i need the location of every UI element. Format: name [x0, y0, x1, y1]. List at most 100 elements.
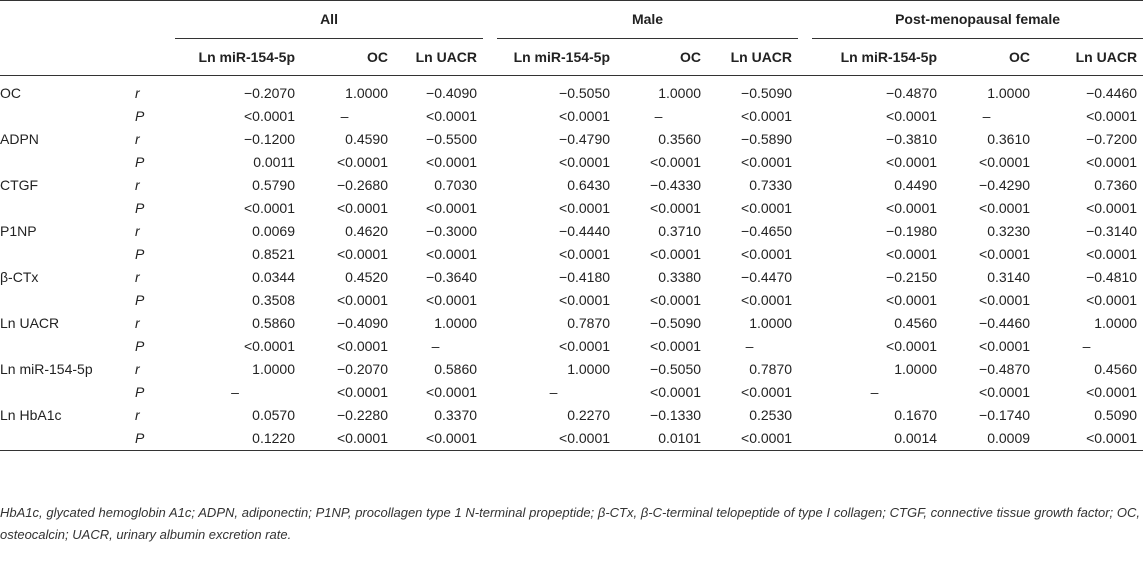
col-header: Ln UACR	[394, 38, 484, 76]
table-row: Ln miR-154-5p r 1.0000 −0.2070 0.5860 1.0000 −…	[0, 358, 1143, 381]
table-row: OC r −0.2070 1.0000 −0.4090 −0.5050 1.0000 −0.5…	[0, 76, 1143, 106]
variable-label	[0, 335, 135, 358]
value-cell: 0.3710	[658, 223, 702, 239]
table-body: OC r −0.2070 1.0000 −0.4090 −0.5050 1.0000 −0.5…	[0, 76, 1143, 451]
value-cell: −0.2280	[337, 407, 388, 423]
value-cell: 0.3370	[434, 407, 478, 423]
col-header: Ln miR-154-5p	[497, 38, 617, 76]
value-cell: −0.3000	[426, 223, 478, 239]
value-cell: –	[549, 384, 558, 400]
value-cell: <0.0001	[426, 200, 478, 216]
value-cell: −0.2070	[337, 361, 388, 377]
value-cell: 0.1220	[175, 427, 301, 451]
value-cell: −0.4810	[1086, 269, 1138, 285]
value-cell: <0.0001	[741, 154, 793, 170]
value-cell: −0.5500	[426, 131, 478, 147]
value-cell: <0.0001	[979, 384, 1031, 400]
value-cell: −0.4460	[1086, 85, 1138, 101]
value-cell: <0.0001	[886, 200, 938, 216]
table-row: β-CTx r 0.0344 0.4520 −0.3640 −0.4180 0.3380 −0…	[0, 266, 1143, 289]
value-cell: 0.3140	[987, 269, 1031, 285]
table-row: P <0.0001 – <0.0001 <0.0001 – <0.0001 <0.0001 – <…	[0, 105, 1143, 128]
value-cell: −0.3640	[426, 269, 478, 285]
value-cell: <0.0001	[244, 200, 295, 216]
value-cell: −0.4870	[979, 361, 1031, 377]
value-cell: <0.0001	[1086, 200, 1138, 216]
column-gap	[798, 427, 813, 451]
column-gap	[483, 76, 497, 106]
value-cell: <0.0001	[886, 108, 938, 124]
column-gap	[798, 404, 812, 427]
col-header: OC	[301, 38, 394, 76]
variable-label: ADPN	[0, 131, 39, 147]
value-cell: <0.0001	[650, 246, 702, 262]
variable-label	[0, 243, 135, 266]
value-cell: <0.0001	[1086, 384, 1138, 400]
variable-label	[0, 381, 135, 404]
column-gap	[483, 128, 497, 151]
value-cell: <0.0001	[426, 384, 478, 400]
value-cell: 0.4560	[894, 315, 938, 331]
value-cell: <0.0001	[886, 154, 938, 170]
col-header: Ln UACR	[707, 38, 799, 76]
column-gap	[483, 105, 497, 128]
variable-label	[0, 197, 135, 220]
value-cell: <0.0001	[394, 427, 484, 451]
value-cell: 1.0000	[252, 361, 295, 377]
value-cell: 0.7330	[749, 177, 793, 193]
value-cell: <0.0001	[741, 246, 793, 262]
table-row: P – <0.0001 <0.0001 – <0.0001 <0.0001 – <0.0001 <…	[0, 381, 1143, 404]
table-row: P 0.1220 <0.0001 <0.0001 <0.0001 0.0101 <0.000…	[0, 427, 1143, 451]
value-cell: 0.0570	[252, 407, 295, 423]
variable-label	[0, 151, 135, 174]
column-gap	[798, 289, 812, 312]
value-cell: −0.2680	[337, 177, 388, 193]
value-cell: 0.4490	[894, 177, 938, 193]
column-gap	[798, 151, 812, 174]
stat-label: r	[135, 131, 140, 147]
column-gap	[483, 312, 497, 335]
value-cell: –	[431, 338, 440, 354]
value-cell: 0.1670	[894, 407, 938, 423]
value-cell: −0.4090	[426, 85, 478, 101]
value-cell: −0.4790	[559, 131, 611, 147]
column-gap	[798, 358, 812, 381]
stat-label: r	[135, 223, 140, 239]
value-cell: 0.3508	[252, 292, 295, 308]
value-cell: <0.0001	[559, 200, 611, 216]
stat-label: r	[135, 361, 140, 377]
column-gap	[798, 243, 812, 266]
value-cell: <0.0001	[1086, 108, 1138, 124]
column-gap	[483, 197, 497, 220]
value-cell: –	[340, 108, 349, 124]
value-cell: <0.0001	[559, 108, 611, 124]
value-cell: <0.0001	[337, 154, 388, 170]
value-cell: <0.0001	[741, 108, 793, 124]
value-cell: <0.0001	[886, 246, 938, 262]
value-cell: −0.4290	[979, 177, 1031, 193]
table-row: P 0.8521 <0.0001 <0.0001 <0.0001 <0.0001 <0.00…	[0, 243, 1143, 266]
stat-label: P	[135, 384, 145, 400]
value-cell: −0.4870	[886, 85, 938, 101]
value-cell: <0.0001	[559, 292, 611, 308]
value-cell: <0.0001	[741, 292, 793, 308]
column-gap	[483, 335, 497, 358]
value-cell: <0.0001	[650, 154, 702, 170]
value-cell: 0.3380	[658, 269, 702, 285]
stat-label: r	[135, 85, 140, 101]
correlation-table: All Male Post-menopausal female Ln miR-1…	[0, 0, 1143, 451]
value-cell: 0.3230	[987, 223, 1031, 239]
value-cell: 1.0000	[987, 85, 1031, 101]
column-gap	[798, 174, 812, 197]
table-row: ADPN r −0.1200 0.4590 −0.5500 −0.4790 0.3560 −0…	[0, 128, 1143, 151]
col-header: OC	[943, 38, 1037, 76]
value-cell: –	[745, 338, 754, 354]
value-cell: −0.3810	[886, 131, 938, 147]
stat-label: r	[135, 177, 140, 193]
table-row: CTGF r 0.5790 −0.2680 0.7030 0.6430 −0.4330 0.7…	[0, 174, 1143, 197]
value-cell: 1.0000	[434, 315, 478, 331]
value-cell: <0.0001	[707, 427, 799, 451]
value-cell: <0.0001	[426, 108, 478, 124]
value-cell: –	[982, 108, 991, 124]
value-cell: −0.1980	[886, 223, 938, 239]
